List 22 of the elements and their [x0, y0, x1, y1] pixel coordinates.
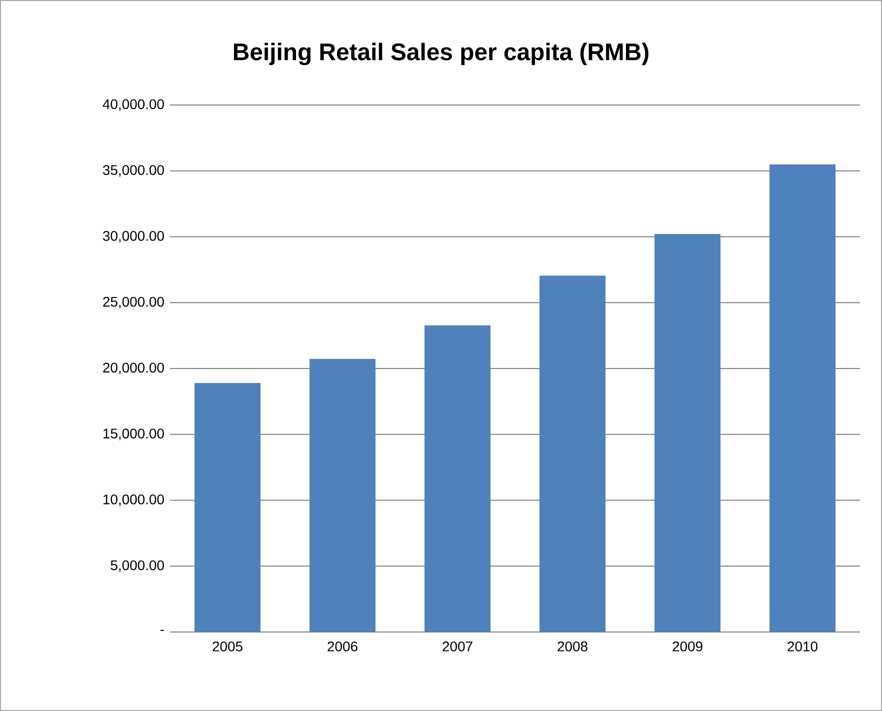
chart-title: Beijing Retail Sales per capita (RMB) — [234, 42, 648, 66]
bar — [310, 358, 376, 632]
y-tick-label: 25,000.00 — [103, 296, 164, 308]
y-tick-label: 35,000.00 — [102, 165, 164, 177]
y-tick-label: 20,000.00 — [103, 362, 164, 374]
bar — [654, 234, 721, 632]
y-tick-label: 40,000.00 — [102, 99, 164, 111]
y-tick-label: - — [160, 630, 164, 631]
y-tick-label: 5,000.00 — [110, 560, 164, 572]
bar — [540, 276, 606, 632]
y-tick-label: 15,000.00 — [104, 428, 164, 440]
bar — [770, 164, 836, 632]
bar — [424, 325, 491, 632]
y-tick-label: 10,000.00 — [104, 494, 164, 506]
bar — [194, 382, 261, 632]
x-tick-label: 2010 — [788, 641, 818, 652]
x-tick-label: 2005 — [212, 641, 242, 652]
x-tick-label: 2006 — [328, 641, 358, 652]
y-tick-label: 30,000.00 — [102, 230, 164, 242]
x-tick-label: 2008 — [558, 641, 588, 652]
x-tick-label: 2009 — [672, 641, 702, 652]
x-tick-label: 2007 — [442, 641, 472, 652]
